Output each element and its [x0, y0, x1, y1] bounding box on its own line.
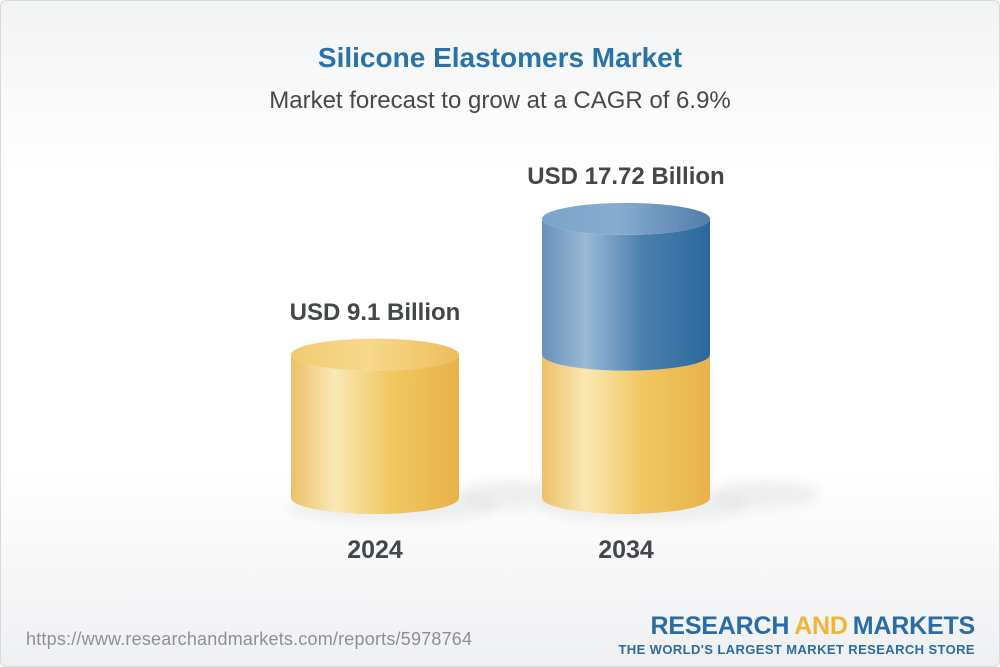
cylinder-top-2024 [291, 338, 459, 371]
report-url: https://www.researchandmarkets.com/repor… [26, 629, 473, 649]
logo-tagline: THE WORLD'S LARGEST MARKET RESEARCH STOR… [618, 642, 975, 657]
segment-market-size-2024 [291, 354, 459, 514]
cylinder-top-2034 [542, 202, 710, 235]
logo-word-and: AND [794, 612, 848, 640]
cylinder-2024 [287, 338, 569, 522]
logo-wordmark: RESEARCH AND MARKETS [618, 612, 976, 640]
segment-base-2024 [542, 354, 710, 514]
cylinder-2034 [538, 202, 820, 522]
logo-word-research: RESEARCH [650, 612, 790, 640]
page-title: Silicone Elastomers Market [317, 42, 683, 73]
page-subtitle: Market forecast to grow at a CAGR of 6.9… [269, 87, 731, 114]
segment-growth-2024-2034 [542, 218, 710, 371]
logo-word-markets: MARKETS [852, 612, 975, 640]
research-and-markets-logo: RESEARCH AND MARKETS THE WORLD'S LARGEST M… [618, 612, 976, 657]
